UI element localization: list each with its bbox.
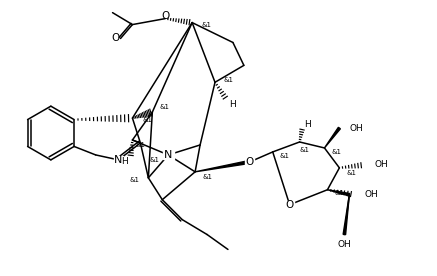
Text: &1: &1 (280, 153, 290, 159)
Polygon shape (327, 190, 350, 196)
Bar (303, 121, 312, 128)
Bar (245, 158, 254, 165)
Text: &1: &1 (201, 22, 211, 28)
Polygon shape (195, 160, 250, 172)
Text: H: H (121, 157, 128, 166)
Text: &1: &1 (331, 149, 341, 155)
Text: &1: &1 (334, 190, 344, 196)
Text: OH: OH (364, 190, 378, 199)
Text: &1: &1 (202, 174, 212, 180)
Text: OH: OH (337, 240, 351, 249)
Text: &1: &1 (224, 77, 234, 83)
Text: &1: &1 (149, 157, 160, 163)
Bar (228, 101, 238, 108)
Polygon shape (343, 195, 349, 235)
Bar (114, 156, 124, 164)
Text: O: O (161, 10, 170, 21)
Text: O: O (285, 200, 294, 210)
Text: N: N (164, 150, 173, 160)
Text: &1: &1 (347, 170, 356, 176)
Text: OH: OH (374, 160, 388, 169)
Text: &1: &1 (159, 104, 169, 110)
Text: H: H (304, 120, 311, 129)
Text: &1: &1 (135, 142, 146, 148)
Text: OH: OH (349, 124, 363, 132)
Text: &1: &1 (300, 147, 309, 153)
Text: O: O (111, 33, 120, 43)
Text: &1: &1 (142, 117, 153, 123)
Text: &1: &1 (129, 177, 139, 183)
Bar (163, 151, 174, 159)
Text: O: O (246, 157, 254, 167)
Polygon shape (324, 127, 340, 148)
Bar (119, 158, 129, 165)
Bar (285, 201, 294, 208)
Text: N: N (114, 155, 123, 165)
Text: H: H (229, 100, 236, 109)
